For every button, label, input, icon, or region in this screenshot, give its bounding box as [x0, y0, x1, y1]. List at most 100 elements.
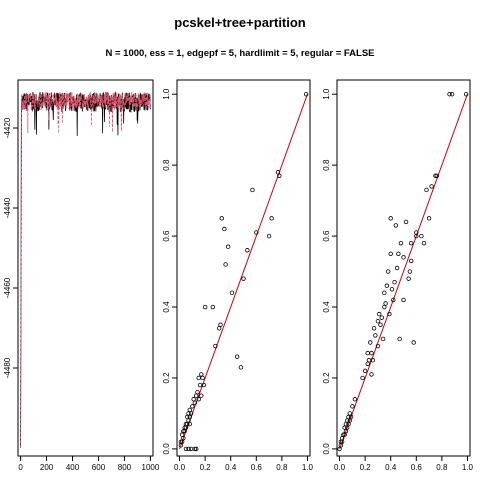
scatter-point: [254, 230, 259, 235]
x-tick-label: 0.8: [436, 463, 448, 472]
x-tick-label: 0.8: [276, 463, 288, 472]
scatter-point: [407, 269, 413, 274]
scatter-point: [196, 375, 201, 381]
scatter-point: [429, 184, 434, 189]
scatter-point: [188, 411, 194, 416]
scatter-point: [199, 393, 204, 398]
scatter-point: [379, 315, 384, 320]
scatter-point: [377, 311, 382, 317]
scatter-point: [187, 421, 192, 427]
scatter-point: [449, 91, 455, 97]
scatter-point: [223, 262, 228, 267]
scatter-point: [360, 375, 365, 381]
y-tick-label: -4440: [3, 197, 12, 218]
scatter-point: [414, 230, 419, 235]
scatter-point: [200, 375, 205, 381]
y-tick-label: 0.6: [322, 230, 331, 242]
y-tick-label: 0.6: [162, 230, 171, 242]
scatter-point: [389, 287, 395, 292]
scatter-point: [375, 319, 381, 324]
scatter-point: [463, 91, 469, 97]
scatter-point: [250, 187, 255, 193]
y-tick-label: -4460: [3, 277, 12, 298]
chart-subtitle: N = 1000, ess = 1, edgepf = 5, hardlimit…: [105, 48, 374, 59]
scatter-point: [383, 301, 388, 306]
scatter-point: [368, 340, 373, 345]
plot-frame: [176, 79, 311, 457]
scatter-point: [350, 404, 355, 409]
scatter-point: [193, 393, 199, 398]
plot-frame: [17, 79, 154, 457]
scatter-point: [238, 365, 244, 370]
scatter-point: [370, 358, 376, 363]
x-tick-label: 0.6: [251, 463, 263, 472]
scatter-point: [365, 361, 370, 366]
scatter-point: [190, 404, 195, 409]
scatter-point: [181, 436, 186, 441]
y-tick-label: 1.0: [162, 88, 171, 100]
x-tick-label: 0.2: [360, 463, 372, 472]
scatter-point: [269, 216, 274, 221]
scatter-point: [433, 173, 438, 178]
x-tick-label: 600: [92, 463, 106, 472]
scatter-point: [192, 446, 198, 452]
scatter-point: [397, 336, 402, 342]
x-tick-label: 0.6: [411, 463, 423, 472]
y-tick-label: 0.8: [162, 159, 171, 171]
x-tick-label: 0.2: [200, 463, 212, 472]
scatter-point: [398, 240, 404, 246]
scatter-point: [277, 173, 282, 178]
scatter-point: [210, 304, 216, 310]
y-tick-label: 0.4: [162, 301, 171, 313]
scatter-point: [188, 446, 194, 452]
scatter-point: [202, 304, 208, 310]
scatter-point: [213, 343, 218, 349]
scatter-point: [424, 187, 429, 193]
scatter-point: [303, 91, 309, 97]
scatter-point: [366, 358, 372, 363]
y-tick-label: 0.0: [322, 443, 331, 455]
scatter-point: [384, 283, 390, 288]
scatter-point: [403, 219, 409, 225]
scatter-point: [387, 311, 392, 317]
scatter-point: [195, 389, 200, 395]
scatter-point: [391, 297, 396, 303]
scatter-panel-1: 0.0 0.2 0.4 0.6 0.8 1.0 0.0 0.2 0.4 0.6 0.8 1.0: [162, 79, 314, 472]
y-tick-label: 0.0: [162, 443, 171, 455]
x-tick-label: 0.0: [174, 463, 186, 472]
scatter-point: [191, 397, 196, 402]
scatter-point: [179, 432, 185, 437]
scatter-point: [411, 340, 416, 345]
y-tick-label: 0.8: [322, 159, 331, 171]
scatter-point: [199, 372, 204, 377]
y-tick-label: 0.2: [162, 372, 171, 384]
scatter-point: [193, 446, 199, 452]
scatter-point: [178, 439, 184, 445]
scatter-point: [234, 354, 240, 359]
scatter-point: [380, 336, 386, 342]
scatter-point: [241, 276, 246, 281]
trace-panel: 0 200 400 600 800 1000 -4420 -4440 -4460 -4480: [3, 79, 160, 472]
y-tick-label: 1.0: [322, 88, 331, 100]
scatter-point: [347, 411, 352, 416]
x-tick-label: 400: [66, 463, 80, 472]
scatter-point: [365, 350, 370, 356]
scatter-point: [187, 407, 192, 413]
y-tick-label: 0.2: [322, 372, 331, 384]
scatter-point: [369, 372, 374, 377]
scatter-point: [401, 255, 406, 260]
x-tick-label: 1.0: [302, 463, 314, 472]
x-tick-label: 0.4: [385, 463, 397, 472]
scatter-point: [266, 233, 272, 239]
x-tick-label: 1.0: [462, 463, 474, 472]
scatter-point: [396, 251, 401, 257]
y-tick-label: -4480: [3, 357, 12, 378]
scatter-point: [392, 279, 397, 285]
scatter-point: [245, 248, 250, 253]
scatter-point: [222, 226, 227, 232]
x-tick-label: 0.4: [225, 463, 237, 472]
y-tick-label: -4420: [3, 117, 12, 138]
scatter-point: [201, 382, 207, 388]
plot-frame: [336, 79, 471, 457]
scatter-point: [192, 400, 198, 405]
